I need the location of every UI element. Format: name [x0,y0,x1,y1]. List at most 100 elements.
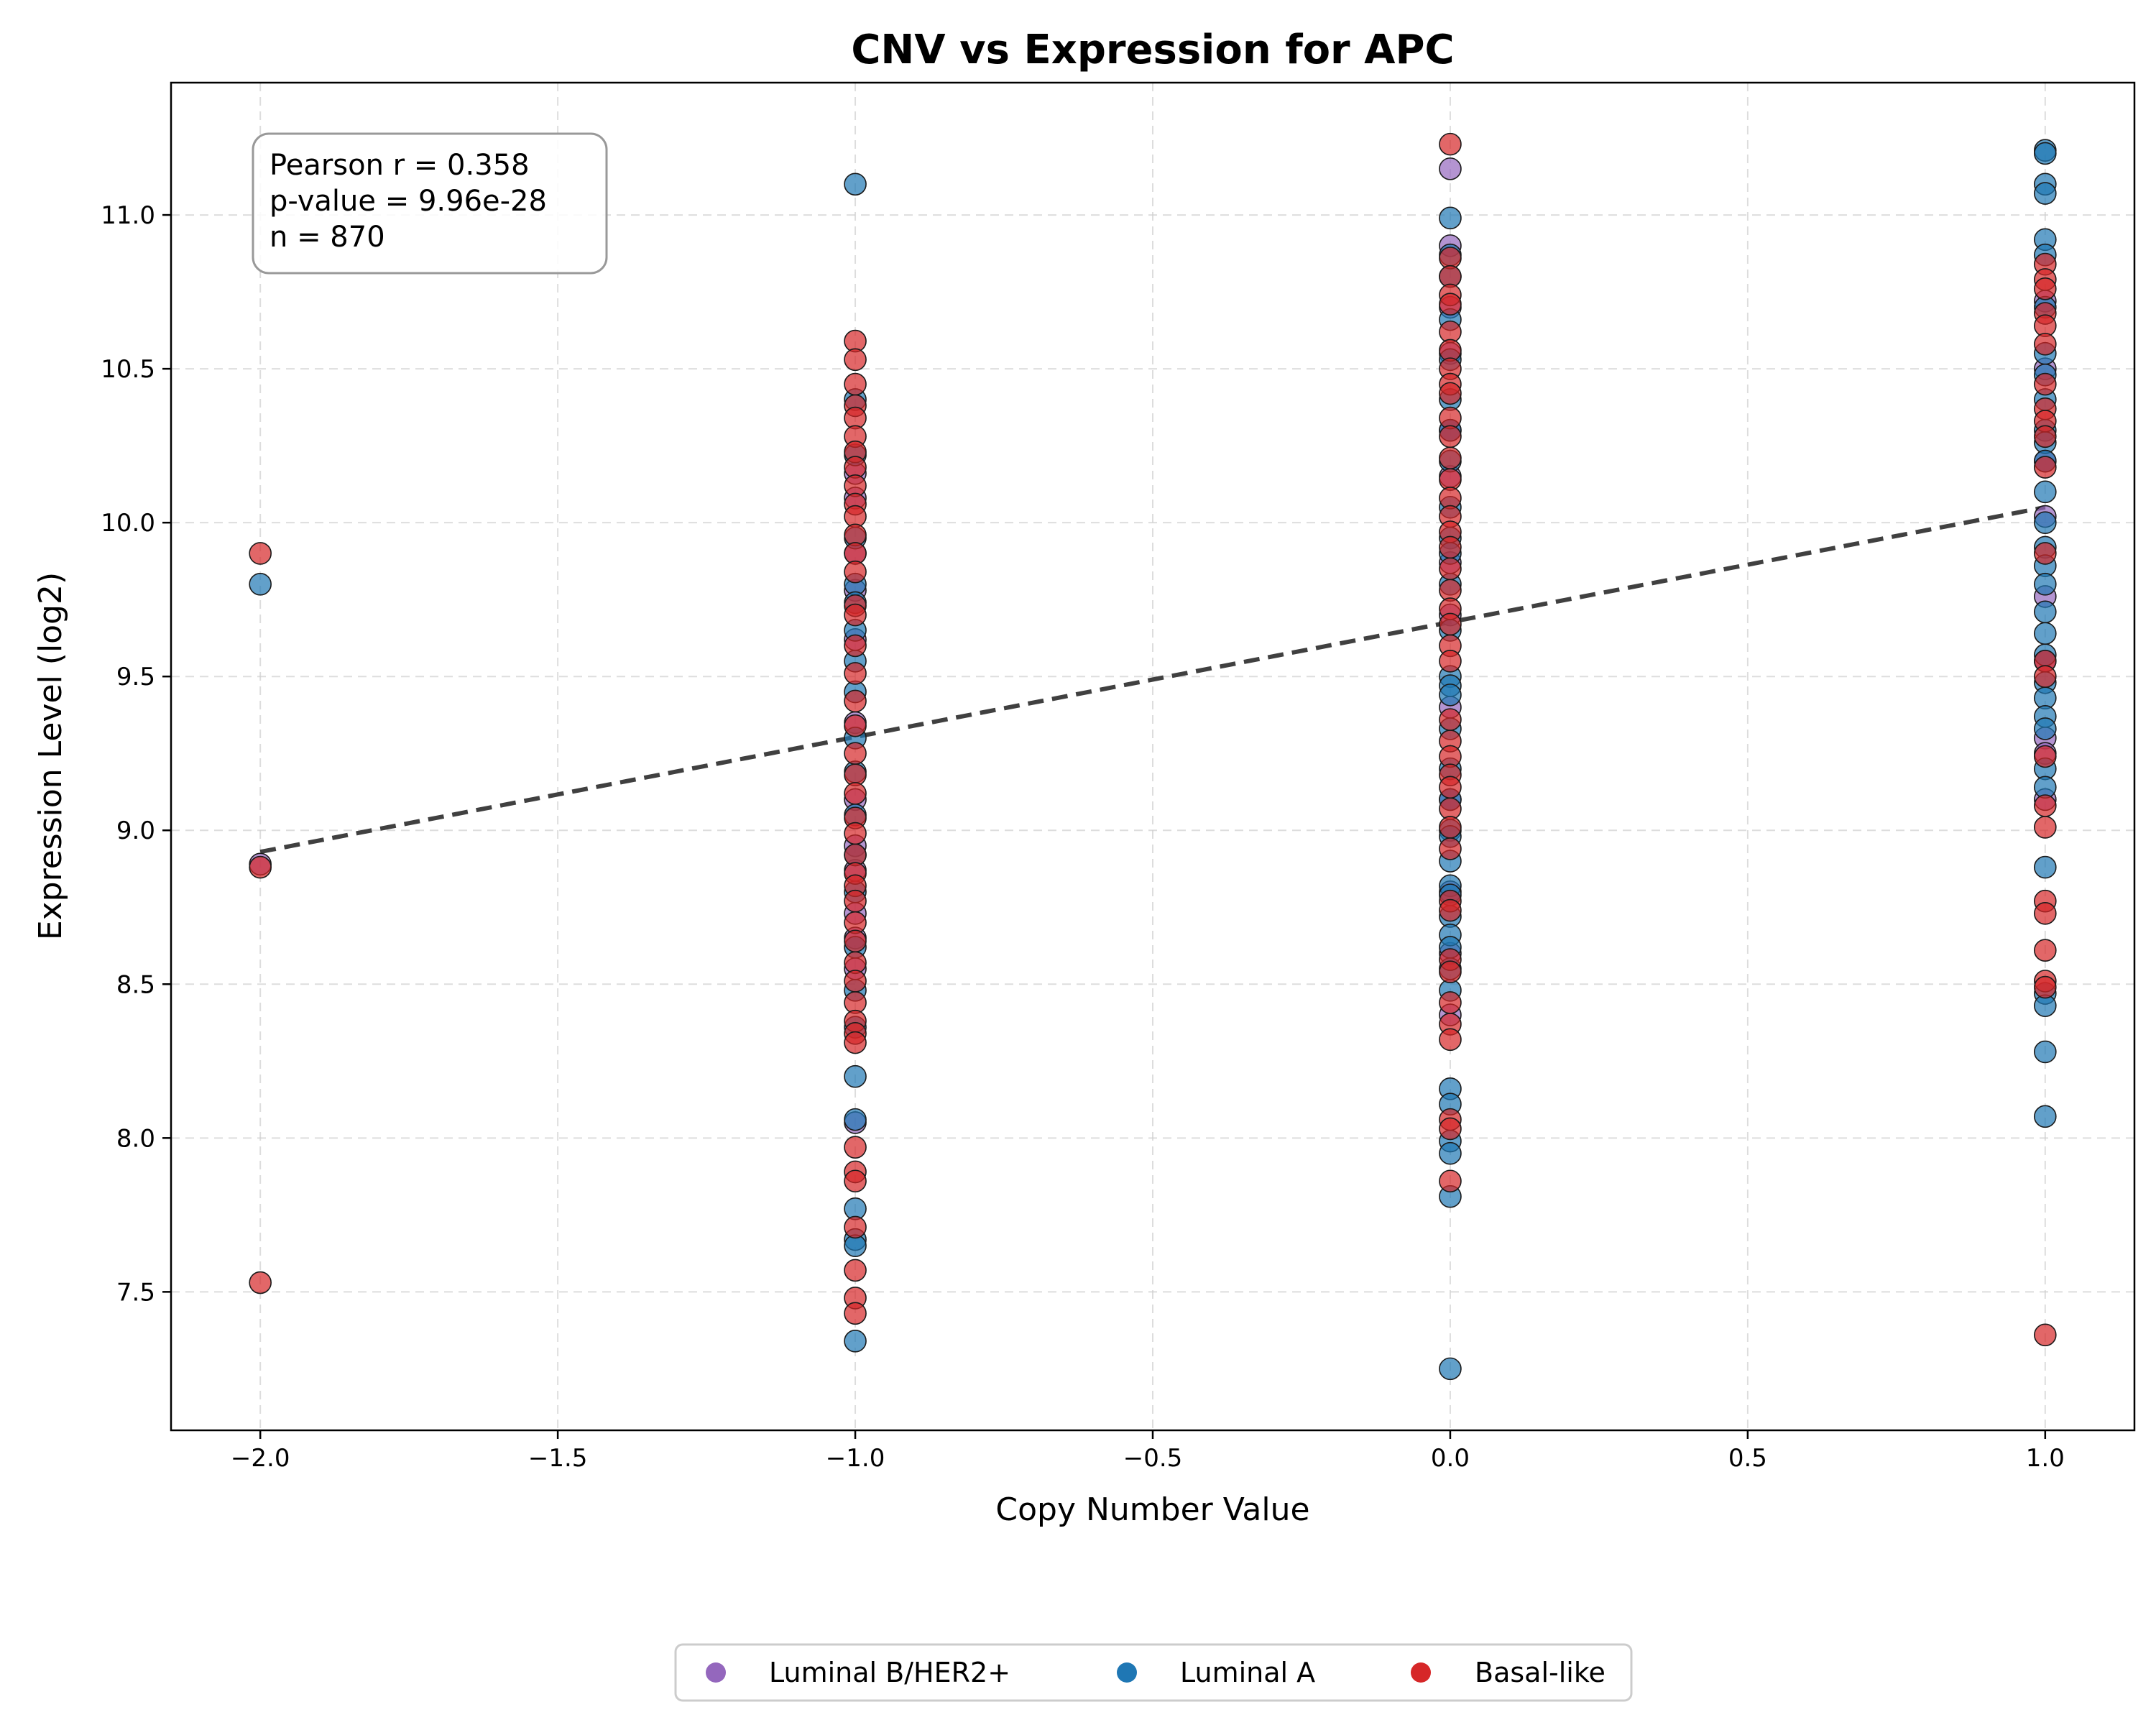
data-point [1439,206,1462,230]
data-point [1439,425,1462,448]
data-point [2034,902,2057,925]
stats-pearson: Pearson r = 0.358 [270,149,530,182]
data-point [844,1064,867,1088]
x-axis-ticks: −2.0 −1.5 −1.0 −0.5 0.0 0.5 1.0 [231,1430,2065,1473]
x-tick-label: −0.5 [1123,1444,1183,1473]
data-point [1439,293,1462,316]
data-point [249,572,272,596]
y-tick-label: 10.5 [101,355,155,384]
data-point [2034,480,2057,504]
data-point [844,372,867,396]
data-point [1439,991,1462,1014]
data-point [844,172,867,196]
x-tick-label: 1.0 [2026,1444,2065,1473]
legend-label-basal-like: Basal-like [1475,1657,1606,1688]
x-axis-label: Copy Number Value [995,1491,1309,1528]
data-point [2034,855,2057,879]
data-point [2034,542,2057,565]
data-point [2034,717,2057,740]
y-tick-label: 9.0 [116,816,155,845]
data-point [844,929,867,953]
data-point [2034,794,2057,817]
data-point [844,634,867,658]
data-point [844,1108,867,1131]
data-point [2034,1105,2057,1128]
data-point [2034,745,2057,768]
stats-box: Pearson r = 0.358 p-value = 9.96e-28 n =… [252,132,608,275]
data-point [844,1330,867,1353]
y-tick-label: 9.5 [116,663,155,691]
legend: Luminal B/HER2+ Luminal A Basal-like [674,1643,1633,1702]
data-point [2034,572,2057,596]
data-point [1439,557,1462,581]
data-point [2034,277,2057,300]
stats-p-value: p-value = 9.96e-28 [270,185,547,218]
data-point [1439,708,1462,731]
data-point [1439,1169,1462,1193]
data-point [1439,1357,1462,1381]
x-tick-label: −2.0 [231,1444,290,1473]
data-point [1439,535,1462,559]
y-tick-label: 10.0 [101,509,155,538]
data-point [2034,939,2057,962]
data-point [249,542,272,565]
data-point [844,1259,867,1282]
legend-frame [674,1643,1633,1702]
data-point [2034,816,2057,839]
data-point [844,1302,867,1325]
data-point [2034,372,2057,396]
y-tick-label: 8.0 [116,1124,155,1153]
data-point [844,970,867,993]
data-point [1439,132,1462,156]
data-point [1439,898,1462,922]
data-point [844,1169,867,1193]
data-point [2034,600,2057,624]
y-axis-ticks: 7.5 8.0 8.5 9.0 9.5 10.0 10.5 11.0 [101,201,171,1307]
data-point [2034,182,2057,205]
data-point [2034,975,2057,999]
y-tick-label: 8.5 [116,970,155,999]
legend-marker-basal-like [1411,1662,1431,1683]
data-point [844,782,867,805]
data-point [1439,446,1462,470]
data-point [2034,333,2057,356]
x-tick-label: −1.0 [826,1444,885,1473]
series-basal-like [249,132,2057,1347]
legend-label-luminal-b-her2: Luminal B/HER2+ [769,1657,1010,1688]
data-point [2034,1323,2057,1347]
data-point [844,348,867,372]
data-point [2034,665,2057,688]
data-point [1439,684,1462,707]
data-point [2034,425,2057,448]
data-point [844,822,867,845]
data-point [1439,382,1462,405]
x-tick-label: 0.5 [1728,1444,1767,1473]
data-point [844,714,867,737]
data-point [2034,456,2057,479]
data-point [1439,837,1462,860]
data-point [1439,816,1462,839]
data-points [249,132,2057,1381]
data-point [2034,622,2057,645]
stats-box-frame [252,132,608,275]
x-tick-label: −1.5 [528,1444,588,1473]
y-tick-label: 11.0 [101,201,155,230]
chart-title: CNV vs Expression for APC [851,27,1454,73]
data-point [249,1271,272,1294]
data-point [2034,1040,2057,1064]
stats-n: n = 870 [270,221,385,254]
data-point [1439,157,1462,180]
data-point [1439,960,1462,983]
data-point [2034,511,2057,534]
data-point [1439,1028,1462,1052]
data-point [844,689,867,713]
x-tick-label: 0.0 [1431,1444,1470,1473]
data-point [844,1215,867,1239]
data-point [1439,1117,1462,1141]
data-point [844,1136,867,1159]
data-point [844,603,867,627]
data-point [844,662,867,685]
data-point [844,1031,867,1054]
